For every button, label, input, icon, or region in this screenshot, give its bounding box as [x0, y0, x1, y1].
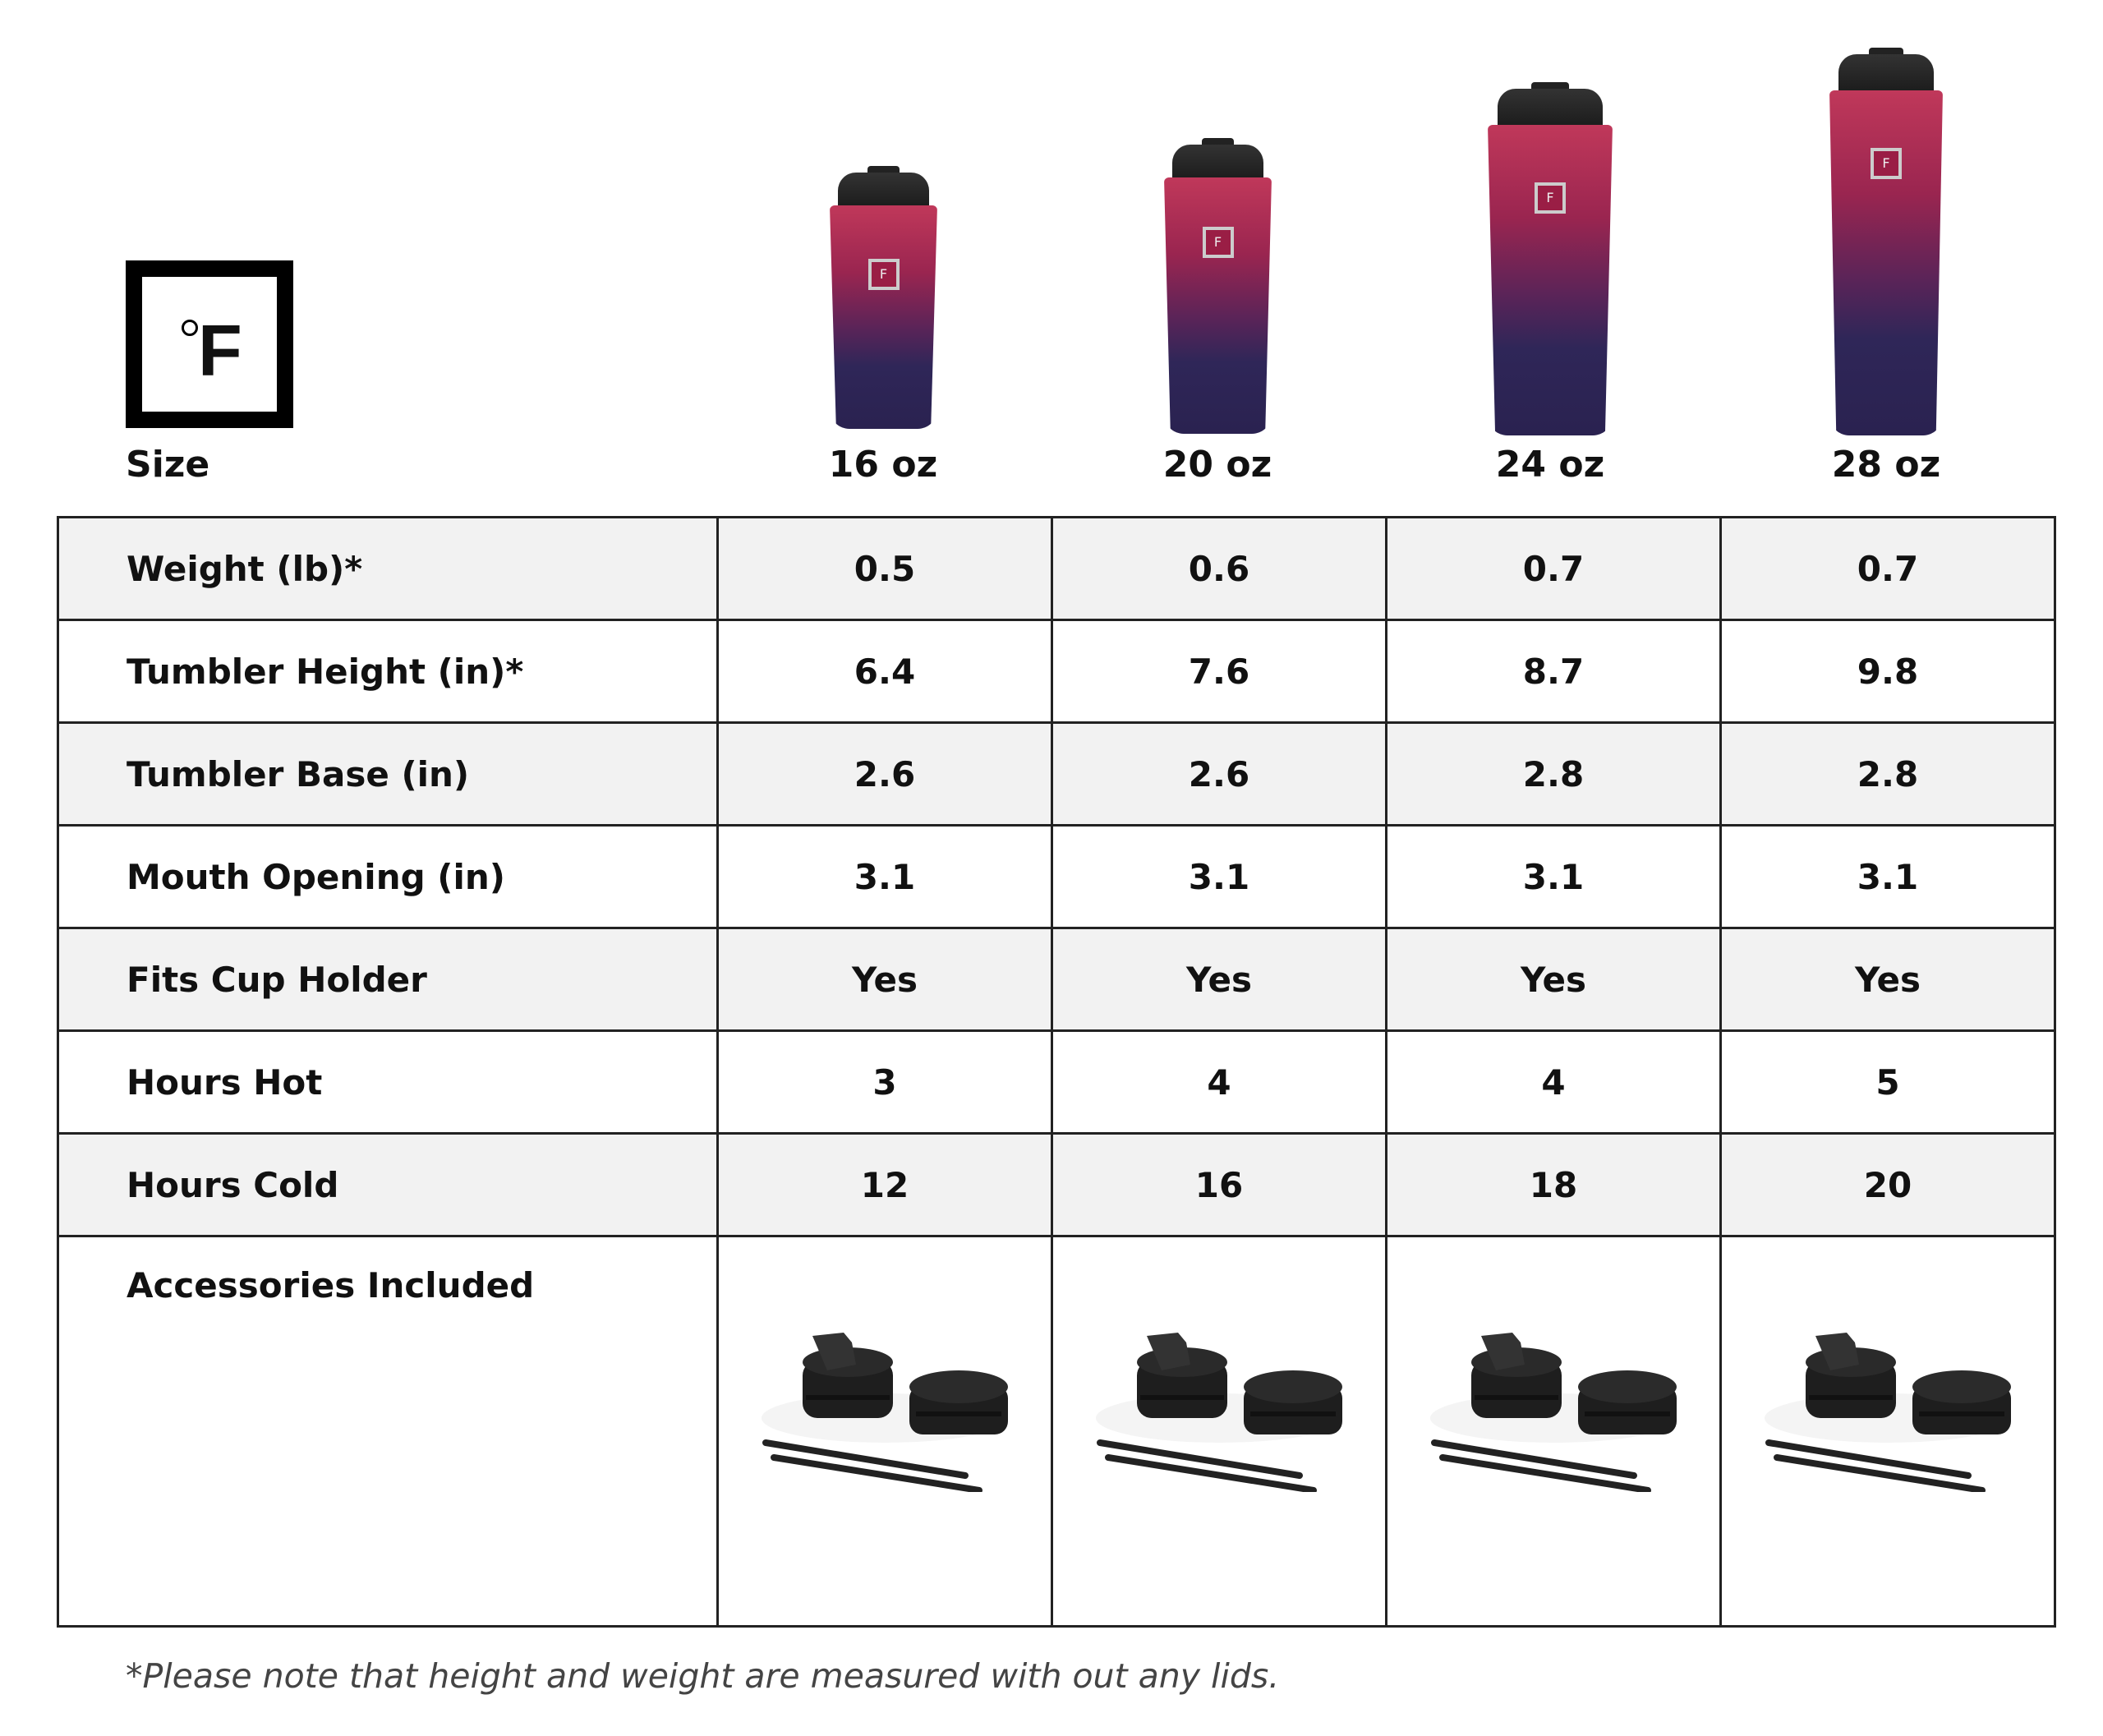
row-label: Tumbler Height (in)* [57, 619, 719, 724]
tumbler-24oz-image: F [1488, 82, 1613, 435]
cell-20-oz: 16 [1051, 1132, 1387, 1237]
row-label: Fits Cup Holder [57, 927, 719, 1032]
row-label: Accessories Included [57, 1235, 719, 1628]
row-label: Mouth Opening (in) [57, 824, 719, 929]
size-16oz: 16 oz [828, 444, 938, 486]
flat-lid-icon [909, 1370, 1008, 1434]
row-tumbler-height-in: Tumbler Height (in)* 6.4 7.6 8.7 9.8 [57, 619, 2056, 724]
cell-20-oz: 7.6 [1051, 619, 1387, 724]
cell-20-oz: Yes [1051, 927, 1387, 1032]
degree-icon [182, 320, 198, 336]
cell-16-oz: 3.1 [716, 824, 1053, 929]
row-hours-cold: Hours Cold 12 16 18 20 [57, 1132, 2056, 1237]
flat-lid-icon [1912, 1370, 2011, 1434]
cell-28-oz: Yes [1719, 927, 2056, 1032]
size-header: Size [126, 444, 210, 486]
row-weight-lb: Weight (lb)* 0.5 0.6 0.7 0.7 [57, 516, 2056, 621]
cell-16-oz: 2.6 [716, 721, 1053, 827]
straw-icon [1765, 1439, 1986, 1492]
row-hours-hot: Hours Hot 3 4 4 5 [57, 1029, 2056, 1135]
cell-20-oz: 3.1 [1051, 824, 1387, 929]
cell-16-oz: 6.4 [716, 619, 1053, 724]
cell-28-oz: 3.1 [1719, 824, 2056, 929]
row-mouth-opening-in: Mouth Opening (in) 3.1 3.1 3.1 3.1 [57, 824, 2056, 929]
accessories-image [1096, 1333, 1342, 1492]
cell-16-oz: 0.5 [716, 516, 1053, 621]
tumbler-28oz-image: F [1829, 48, 1943, 435]
flip-lid-icon [803, 1333, 893, 1418]
row-fits-cup-holder: Fits Cup Holder Yes Yes Yes Yes [57, 927, 2056, 1032]
row-label: Weight (lb)* [57, 516, 719, 621]
cell-accessories [1719, 1235, 2056, 1628]
size-24oz: 24 oz [1495, 444, 1605, 486]
row-accessories: Accessories Included [57, 1235, 2056, 1628]
cell-24-oz: 3.1 [1385, 824, 1722, 929]
cell-20-oz: 4 [1051, 1029, 1387, 1135]
cell-16-oz: Yes [716, 927, 1053, 1032]
cell-accessories [1385, 1235, 1722, 1628]
row-label: Hours Cold [57, 1132, 719, 1237]
cell-20-oz: 0.6 [1051, 516, 1387, 621]
straw-icon [1431, 1439, 1651, 1492]
straw-icon [1097, 1439, 1317, 1492]
accessories-image [762, 1333, 1008, 1492]
flip-lid-icon [1806, 1333, 1896, 1418]
cell-24-oz: 2.8 [1385, 721, 1722, 827]
cell-28-oz: 20 [1719, 1132, 2056, 1237]
cell-24-oz: 0.7 [1385, 516, 1722, 621]
brand-logo: F [126, 260, 293, 428]
size-20oz: 20 oz [1162, 444, 1272, 486]
flip-lid-icon [1471, 1333, 1562, 1418]
spec-table: Weight (lb)* 0.5 0.6 0.7 0.7 Tumbler Height (… [57, 516, 2056, 1628]
straw-icon [762, 1439, 982, 1492]
tumbler-16oz-image: F [830, 166, 937, 429]
tumbler-20oz-image: F [1164, 138, 1272, 434]
cell-24-oz: 18 [1385, 1132, 1722, 1237]
size-28oz: 28 oz [1831, 444, 1941, 486]
row-label: Hours Hot [57, 1029, 719, 1135]
row-tumbler-base-in: Tumbler Base (in) 2.6 2.6 2.8 2.8 [57, 721, 2056, 827]
flat-lid-icon [1578, 1370, 1677, 1434]
flat-lid-icon [1244, 1370, 1342, 1434]
flip-lid-icon [1137, 1333, 1227, 1418]
accessories-image [1430, 1333, 1677, 1492]
cell-24-oz: 4 [1385, 1029, 1722, 1135]
cell-accessories [1051, 1235, 1387, 1628]
cell-28-oz: 5 [1719, 1029, 2056, 1135]
row-label: Tumbler Base (in) [57, 721, 719, 827]
accessories-image [1765, 1333, 2011, 1492]
cell-20-oz: 2.6 [1051, 721, 1387, 827]
cell-16-oz: 3 [716, 1029, 1053, 1135]
cell-24-oz: Yes [1385, 927, 1722, 1032]
cell-16-oz: 12 [716, 1132, 1053, 1237]
cell-28-oz: 2.8 [1719, 721, 2056, 827]
cell-28-oz: 9.8 [1719, 619, 2056, 724]
cell-accessories [716, 1235, 1053, 1628]
cell-28-oz: 0.7 [1719, 516, 2056, 621]
logo-letter: F [198, 310, 242, 391]
cell-24-oz: 8.7 [1385, 619, 1722, 724]
footnote: *Please note that height and weight are … [126, 1656, 1280, 1696]
